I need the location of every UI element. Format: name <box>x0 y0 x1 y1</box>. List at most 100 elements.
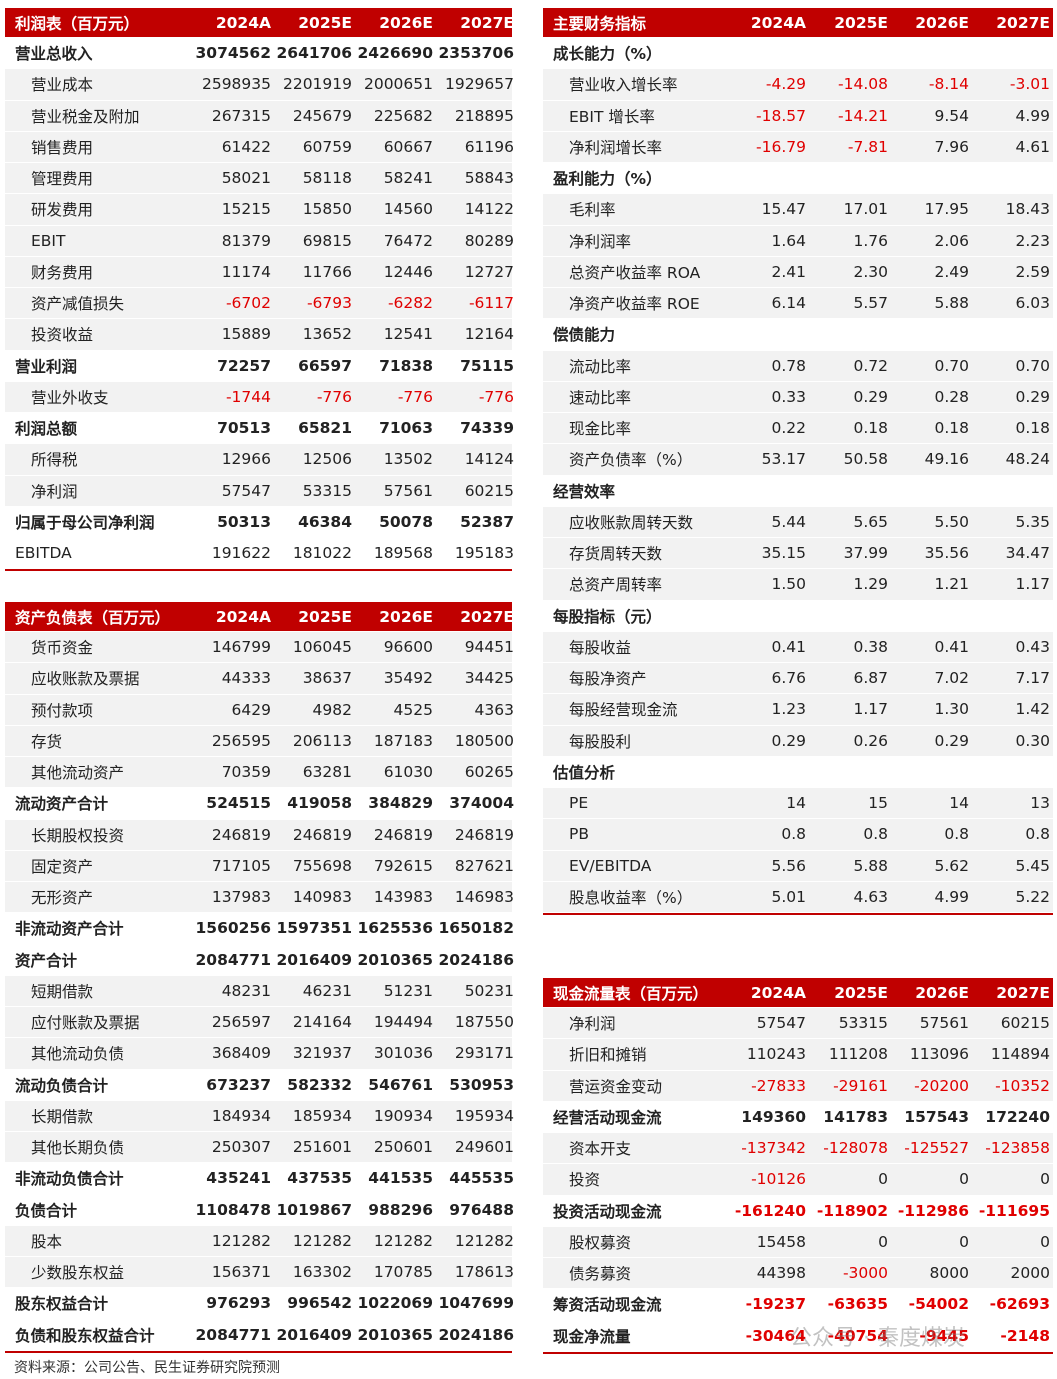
row-label: 非流动负债合计 <box>15 1170 124 1189</box>
cell-value: 194494 <box>373 1013 433 1032</box>
table-row: 经营效率 <box>543 476 1053 507</box>
table-row: 应付账款及票据 256597 214164 194494 187550 <box>5 1007 514 1039</box>
cell-value: 18.43 <box>1005 200 1050 219</box>
cell-value: 37.99 <box>843 544 888 563</box>
table-row: 其他流动资产 70359 63281 61030 60265 <box>5 757 514 789</box>
table-row: 资产合计 2084771 2016409 2010365 2024186 <box>5 945 515 976</box>
table-row: 存货 256595 206113 187183 180500 <box>5 725 514 757</box>
row-label: 每股股利 <box>569 732 632 751</box>
cell-value: 121282 <box>211 1231 271 1250</box>
table: 资产负债表（百万元） 2024A 2025E 2026E 2027E 货币资金 146799… <box>5 602 515 1353</box>
cell-value: 1650182 <box>438 919 515 938</box>
table-row: 筹资活动现金流 -19237 -63635 -54002 -62693 <box>543 1289 1053 1321</box>
row-label: 筹资活动现金流 <box>553 1296 662 1315</box>
table-row: 每股股利 0.29 0.26 0.29 0.30 <box>543 725 1053 757</box>
table-row: 总资产收益率 ROA 2.41 2.30 2.49 2.59 <box>543 256 1053 288</box>
table-row: 应收账款周转天数 5.44 5.65 5.50 5.35 <box>543 506 1053 538</box>
cell-value: 178613 <box>454 1263 514 1282</box>
table-row: 净利润 57547 53315 57561 60215 <box>543 1008 1053 1040</box>
cell-value: 53315 <box>302 481 352 500</box>
cell-value: 0.8 <box>863 825 888 844</box>
row-label: 货币资金 <box>31 639 94 658</box>
cell-value: 141783 <box>823 1107 888 1126</box>
cell-value: 66597 <box>298 356 352 375</box>
cell-value: -6282 <box>387 294 433 313</box>
table-row: EBIT 增长率 -18.57 -14.21 9.54 4.99 <box>543 100 1053 132</box>
column-header: 2024A <box>215 607 271 626</box>
header-row: 现金流量表（百万元） 2024A 2025E 2026E 2027E <box>543 978 1053 1008</box>
cell-value: 5.44 <box>771 512 806 531</box>
cell-value: 2024186 <box>438 950 515 969</box>
cell-value: 524515 <box>206 794 271 813</box>
cell-value: 2353706 <box>438 44 515 63</box>
cell-value: 69815 <box>302 231 352 250</box>
cell-value: 256595 <box>211 731 271 750</box>
cell-value: 2426690 <box>357 44 434 63</box>
cell-value: 121282 <box>292 1231 352 1250</box>
cell-value: 60215 <box>1000 1014 1050 1033</box>
cell-value: 71838 <box>379 356 433 375</box>
table-row: 营业总收入 3074562 2641706 2426690 2353706 <box>5 38 515 70</box>
table-row: 营业税金及附加 267315 245679 225682 218895 <box>5 100 514 132</box>
cell-value: -63635 <box>827 1295 888 1314</box>
cell-value: 0.26 <box>853 731 888 750</box>
table-row: 每股收益 0.41 0.38 0.41 0.43 <box>543 631 1053 663</box>
cell-value: 321937 <box>292 1044 352 1063</box>
source-note: 资料来源：公司公告、民生证券研究院预测 <box>14 1360 280 1376</box>
row-label: 流动资产合计 <box>15 795 109 814</box>
cell-value: 163302 <box>292 1263 352 1282</box>
table-title: 现金流量表（百万元） <box>553 984 709 1003</box>
cell-value: -118902 <box>816 1201 888 1220</box>
cell-value: 2.06 <box>934 231 969 250</box>
cell-value: 6.14 <box>771 294 806 313</box>
cell-value: 4.99 <box>1015 106 1050 125</box>
cell-value: 65821 <box>298 419 352 438</box>
row-label: 投资 <box>569 1171 601 1190</box>
row-label: 盈利能力（%） <box>553 170 662 189</box>
row-label: 经营效率 <box>553 482 616 501</box>
cell-value: 2016409 <box>276 1325 353 1344</box>
row-label: 总资产周转率 <box>569 576 663 595</box>
row-label: 营业外收支 <box>31 388 109 407</box>
cell-value: 15 <box>868 794 888 813</box>
row-label: 应收账款及票据 <box>31 670 140 689</box>
cell-value: 246819 <box>211 825 271 844</box>
cell-value: 6.87 <box>853 669 888 688</box>
row-label: 无形资产 <box>31 889 94 908</box>
cell-value: 70359 <box>221 763 271 782</box>
table-row: 流动负债合计 673237 582332 546761 530953 <box>5 1070 514 1101</box>
cell-value: 15850 <box>302 200 352 219</box>
cell-value: 53315 <box>838 1014 888 1033</box>
cell-value: 246819 <box>292 825 352 844</box>
cell-value: -54002 <box>908 1295 969 1314</box>
cell-value: 61030 <box>383 763 433 782</box>
cell-value: 0.43 <box>1015 637 1050 656</box>
row-label: 长期借款 <box>31 1107 94 1126</box>
cell-value: 12506 <box>302 450 352 469</box>
cell-value: 1.64 <box>771 231 806 250</box>
cell-value: -161240 <box>734 1201 806 1220</box>
row-label: 净利润 <box>569 1015 616 1034</box>
cell-value: 251601 <box>292 1138 352 1157</box>
row-label: 流动负债合计 <box>15 1076 109 1095</box>
row-label: 折旧和摊销 <box>569 1046 647 1065</box>
cell-value: 46384 <box>298 512 352 531</box>
row-label: 资产减值损失 <box>31 295 125 314</box>
cell-value: 5.22 <box>1015 887 1050 906</box>
cell-value: -123858 <box>985 1139 1050 1158</box>
cell-value: -7.81 <box>847 137 888 156</box>
table-row: 非流动负债合计 435241 437535 441535 445535 <box>5 1163 514 1195</box>
cell-value: 111208 <box>828 1045 888 1064</box>
row-label: 债务募资 <box>569 1265 632 1284</box>
cell-value: 0.70 <box>1015 356 1050 375</box>
row-label: EBIT 增长率 <box>569 107 655 126</box>
cell-value: 63281 <box>302 763 352 782</box>
cell-value: 60759 <box>302 137 352 156</box>
table-row: 利润总额 70513 65821 71063 74339 <box>5 413 514 445</box>
cell-value: 256597 <box>211 1013 271 1032</box>
row-label: 净利润 <box>31 482 78 501</box>
cell-value: 8000 <box>929 1264 969 1283</box>
cell-value: 530953 <box>449 1075 514 1094</box>
cell-value: -16.79 <box>756 137 806 156</box>
